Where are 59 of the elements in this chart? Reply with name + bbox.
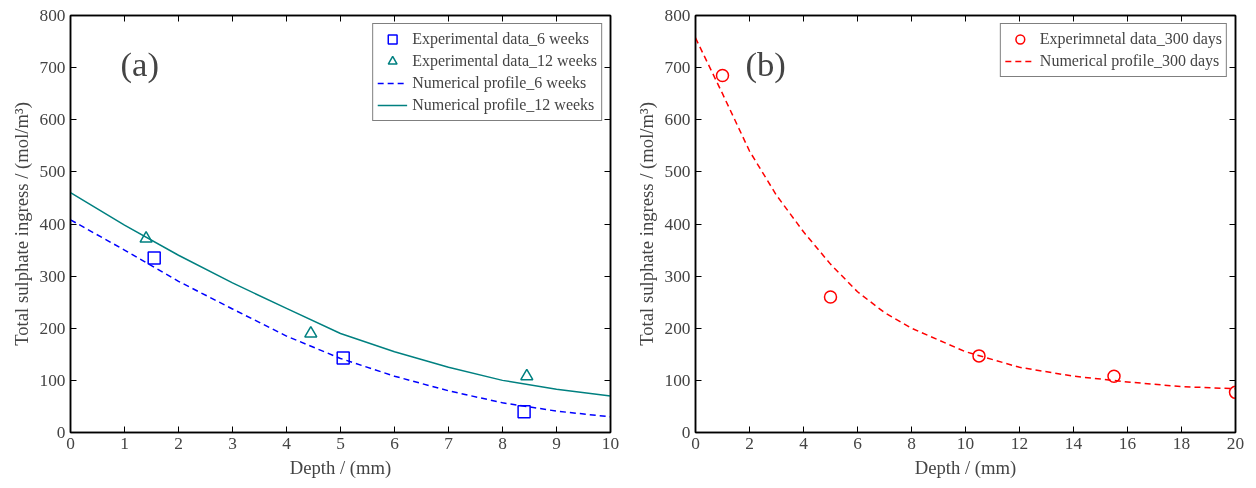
x-tick-label: 4: [282, 433, 292, 453]
x-axis-title: Depth / (mm): [914, 456, 1017, 479]
x-tick-label: 3: [228, 433, 237, 453]
legend-label: Numerical profile_300 days: [1039, 51, 1220, 72]
x-tick-label: 5: [336, 433, 345, 453]
y-tick-label: 400: [39, 214, 66, 234]
legend-label: Numerical profile_12 weeks: [412, 95, 595, 116]
y-tick-label: 800: [664, 6, 691, 25]
y-tick-label: 100: [664, 370, 691, 390]
legend-label: Experimental data_12 weeks: [412, 51, 597, 72]
legend-label: Numerical profile_6 weeks: [412, 73, 587, 94]
y-tick-label: 800: [39, 6, 66, 25]
point: [520, 368, 534, 381]
x-tick-label: 7: [444, 433, 454, 453]
point: [715, 68, 730, 83]
point: [139, 230, 153, 243]
point: [1107, 369, 1121, 383]
y-tick-label: 600: [664, 110, 691, 130]
x-tick-label: 10: [956, 433, 975, 453]
annotation: (a): [120, 44, 159, 84]
point: [336, 351, 350, 365]
x-tick-label: 8: [907, 433, 916, 453]
y-tick-label: 300: [39, 266, 66, 286]
x-axis-title: Depth / (mm): [289, 456, 392, 479]
y-tick-label: 700: [664, 58, 691, 78]
y-axis-title: Total sulphate ingress / (mol/m³): [635, 102, 658, 346]
y-tick-label: 100: [39, 370, 66, 390]
point: [823, 290, 838, 304]
point: [304, 325, 318, 338]
point: [972, 349, 986, 363]
y-tick-label: 300: [664, 266, 691, 286]
line-series: [70, 191, 611, 397]
y-tick-label: 600: [39, 110, 66, 130]
legend-label: Experimental data_6 weeks: [412, 29, 589, 50]
x-tick-label: 16: [1118, 433, 1137, 453]
y-tick-label: 500: [39, 162, 66, 182]
y-tick-label: 400: [664, 214, 691, 234]
x-tick-label: 20: [1226, 433, 1245, 453]
y-tick-label: 500: [664, 162, 691, 182]
y-tick-label: 200: [39, 318, 66, 338]
x-tick-label: 2: [745, 433, 754, 453]
x-tick-label: 2: [174, 433, 183, 453]
annotation: (b): [745, 44, 786, 84]
x-tick-label: 9: [552, 433, 561, 453]
x-tick-label: 4: [799, 433, 809, 453]
x-tick-label: 12: [1010, 433, 1029, 453]
point: [147, 251, 161, 265]
x-tick-label: 6: [390, 433, 400, 453]
y-axis-title: Total sulphate ingress / (mol/m³): [10, 102, 33, 346]
x-tick-label: 8: [498, 433, 507, 453]
point: [517, 404, 531, 419]
x-tick-label: 10: [601, 433, 620, 453]
y-tick-label: 700: [39, 58, 66, 78]
x-tick-label: 1: [120, 433, 129, 453]
x-tick-label: 6: [853, 433, 863, 453]
x-tick-label: 18: [1172, 433, 1191, 453]
y-tick-label: 200: [664, 318, 691, 338]
x-tick-label: 14: [1064, 433, 1083, 453]
legend-label: Experimnetal data_300 days: [1039, 29, 1222, 50]
